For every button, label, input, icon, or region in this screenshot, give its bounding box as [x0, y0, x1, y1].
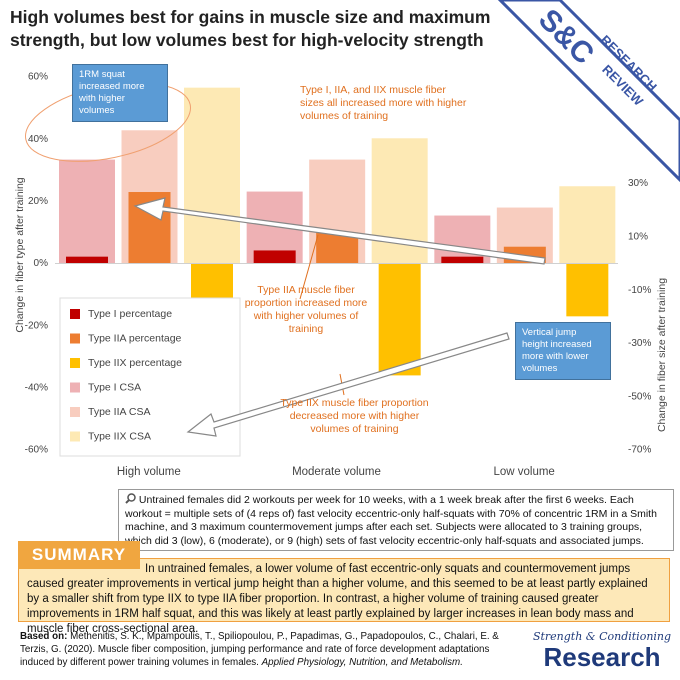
y-tick-label: 60% [28, 72, 48, 83]
magnifier-icon [125, 493, 136, 504]
legend-swatch [70, 333, 80, 344]
legend-label: Type I CSA [88, 381, 141, 393]
legend-label: Type IIA CSA [88, 406, 150, 418]
chart: -60% -40% -20% 0% 20% 40% 60% -70% -50% -30% -10% 1… [14, 0, 680, 478]
reference-label: Based on: [20, 631, 68, 642]
reference-citation: Methenitis, S. K., Mpampoulis, T., Spili… [20, 631, 499, 668]
y2-tick-label: -10% [628, 285, 651, 296]
bar [559, 186, 616, 264]
bar [434, 215, 491, 264]
corner-logo: S&C RESEARCH REVIEW [497, 0, 680, 183]
chart-title: High volumes best for gains in muscle si… [10, 7, 491, 50]
bar [253, 250, 296, 264]
footer-script: Strength & Conditioning [532, 630, 672, 643]
y-axis-title: Change in fiber type after training [14, 177, 26, 332]
y2-tick-label: 30% [628, 178, 648, 189]
bar [59, 159, 115, 264]
x-tick-label: High volume [117, 466, 181, 478]
leader-line [299, 234, 319, 300]
legend-swatch [70, 407, 80, 417]
y2-tick-label: 10% [628, 231, 648, 242]
annotation: Type IIX muscle fiber proportion decreas… [280, 397, 429, 435]
annotation: 1RM squat increased more with higher vol… [72, 64, 168, 122]
legend-swatch [70, 382, 80, 393]
x-tick-label: Low volume [493, 466, 554, 478]
x-tick-label: Moderate volume [292, 466, 381, 478]
summary-text: In untrained females, a lower volume of … [27, 563, 648, 635]
legend-label: Type IIX percentage [88, 357, 182, 369]
summary-label: SUMMARY [18, 541, 140, 569]
bar [66, 256, 108, 264]
reference-journal: Applied Physiology, Nutrition, and Metab… [261, 657, 463, 668]
y2-axis-title: Change in fiber size after training [656, 278, 668, 432]
bar [378, 263, 421, 376]
arrow [133, 197, 546, 265]
y-tick-label: 20% [28, 196, 48, 207]
y-tick-label: -40% [25, 382, 48, 393]
footer-word: Research [543, 642, 661, 672]
annotation: Type I, IIA, and IIX muscle fiber sizes … [300, 84, 467, 122]
annotation: Vertical jump height increased more with… [515, 322, 611, 380]
y-tick-label: 40% [28, 134, 48, 145]
logo-band [497, 0, 680, 183]
y-tick-label: 0% [34, 258, 49, 269]
legend-swatch [70, 358, 80, 368]
y2-tick-label: -50% [628, 391, 651, 402]
y2-tick-label: -30% [628, 338, 651, 349]
bar [566, 263, 609, 317]
annotation: Type IIA muscle fiber proportion increas… [244, 284, 368, 335]
legend-label: Type IIX CSA [88, 430, 151, 442]
footer-logo: Strength & Conditioning Research [532, 630, 672, 671]
legend-swatch [70, 309, 80, 319]
y2-tick-label: -70% [628, 445, 651, 456]
reference: Based on: Methenitis, S. K., Mpampoulis,… [20, 630, 520, 669]
bar [184, 87, 240, 264]
study-box: Untrained females did 2 workouts per wee… [118, 489, 674, 551]
bar [441, 256, 484, 264]
arrow [186, 332, 510, 437]
study-text: Untrained females did 2 workouts per wee… [125, 494, 657, 547]
arrows [133, 197, 546, 437]
legend-label: Type IIA percentage [88, 332, 182, 344]
y-tick-label: -60% [25, 445, 48, 456]
y-tick-label: -20% [25, 320, 48, 331]
legend-label: Type I percentage [88, 308, 172, 320]
legend-swatch [70, 431, 80, 442]
